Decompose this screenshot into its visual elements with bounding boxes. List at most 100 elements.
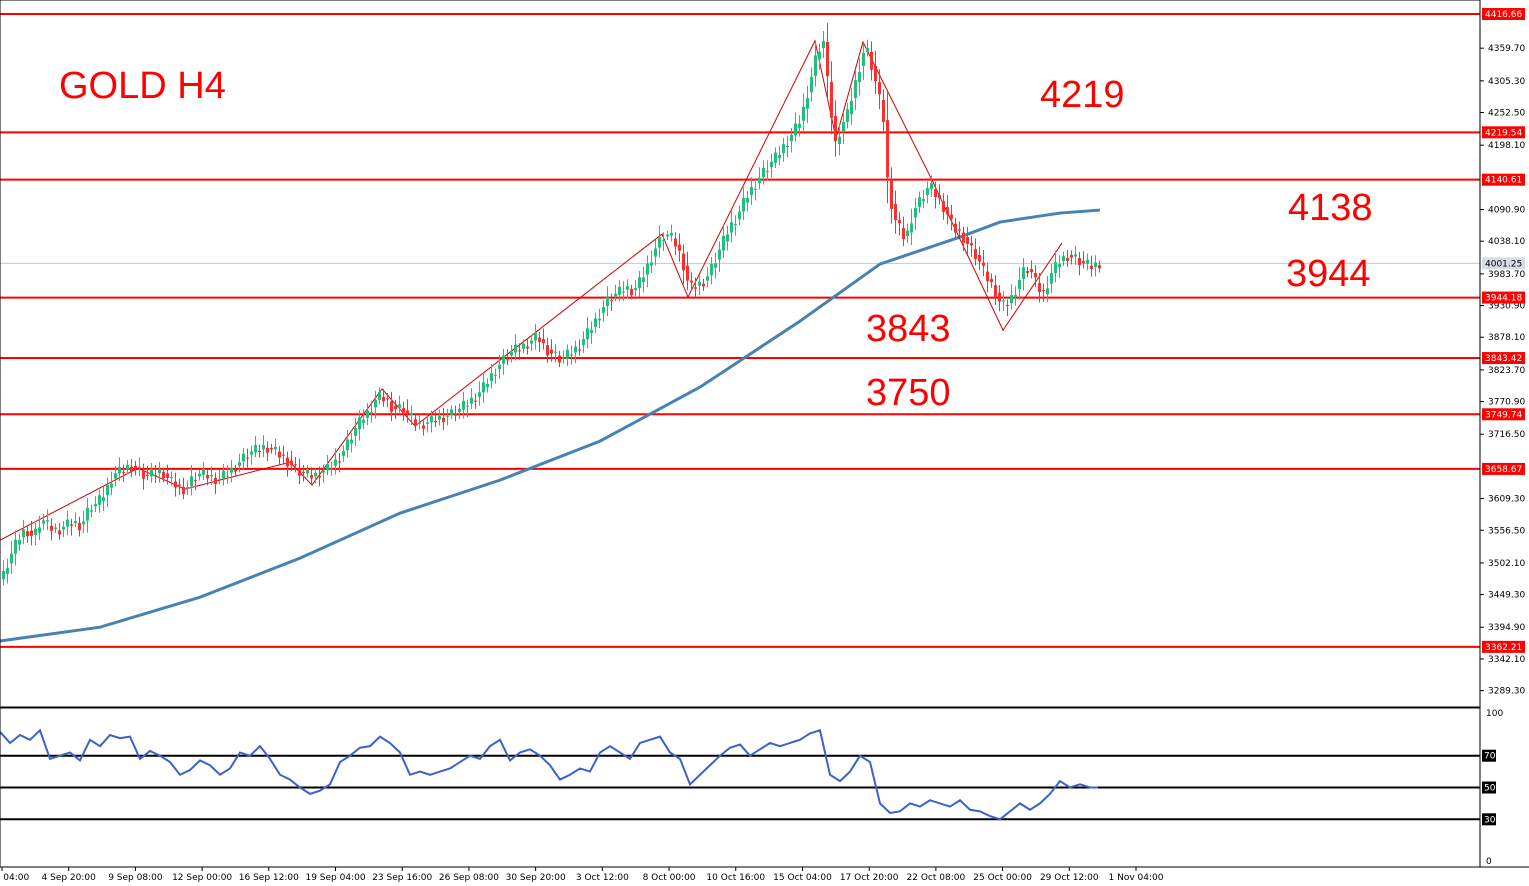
candle-body [842,122,845,133]
candle-body [666,234,669,237]
candle-body [886,120,889,178]
candle-body [214,477,217,485]
candle-body [546,345,549,356]
candle-body [582,339,585,346]
candle-body [562,357,565,359]
price-panel-frame [0,0,1481,708]
candle-body [830,82,833,118]
candle-body [30,530,33,536]
candle-body [58,530,61,535]
time-tick-label: 2 Sep 04:00 [0,873,29,883]
price-tick-label: 4038.10 [1488,237,1525,247]
candle-body [142,470,145,479]
level-tag [1482,8,1525,21]
candle-body [1002,300,1005,302]
candle-body [326,464,329,471]
candle-body [22,529,25,538]
candle-body [494,374,497,376]
time-tick-label: 29 Oct 12:00 [1040,873,1099,883]
candle-body [1082,261,1085,264]
annotation-3944: 3944 [1286,253,1371,295]
candle-body [994,285,997,298]
moving-average-line [0,208,1101,643]
candle-body [726,234,729,242]
candle-body [386,398,389,400]
candle-body [210,475,213,477]
annotation-3750: 3750 [866,372,951,414]
candle-body [78,522,81,531]
level-tag [1482,408,1525,421]
candle-body [322,470,325,473]
candle-body [950,214,953,219]
candle-body [986,271,989,281]
candle-body [1090,265,1093,269]
candle-body [722,235,725,251]
candle-body [618,286,621,295]
candle-body [394,405,397,410]
candle-body [286,457,289,467]
candle-body [914,208,917,218]
candle-body [126,464,129,470]
rsi-level-tag-label: 70 [1484,752,1496,762]
candle-body [766,171,769,173]
candle-body [310,474,313,479]
candle-body [54,527,57,529]
candle-body [362,419,365,424]
candle-body [14,539,17,554]
candle-body [426,422,429,424]
candle-body [294,464,297,466]
candle-body [1078,258,1081,265]
candle-body [770,161,773,168]
candle-body [686,265,689,281]
candle-body [586,328,589,340]
candle-body [70,524,73,526]
rsi-level-tag-label: 50 [1484,784,1496,794]
candle-body [850,100,853,115]
level-tag-label: 4219.54 [1485,128,1522,138]
level-tag [1482,462,1525,475]
price-tick-label: 4305.30 [1488,77,1525,87]
candle-body [746,197,749,203]
rsi-level-tag-label: 30 [1484,815,1496,825]
candle-body [998,292,1001,302]
candle-body [382,396,385,402]
candle-body [874,66,877,82]
candle-body [758,178,761,184]
candle-body [230,467,233,473]
candle-body [162,471,165,479]
time-tick-label: 1 Nov 04:00 [1109,873,1164,883]
candle-body [470,397,473,404]
candle-body [166,473,169,478]
candle-body [710,263,713,276]
candle-body [802,106,805,121]
candle-body [962,232,965,243]
candle-body [674,238,677,247]
candle-body [438,415,441,420]
candle-body [422,425,425,429]
candle-body [754,188,757,190]
candle-body [42,520,45,524]
candle-body [118,467,121,474]
candle-body [82,521,85,525]
candle-body [1094,262,1097,268]
candle-body [110,483,113,488]
candle-body [218,478,221,480]
price-tick-label: 4198.10 [1488,141,1525,151]
candle-body [450,409,453,415]
candle-body [594,318,597,328]
price-tick-label: 3716.50 [1488,430,1525,440]
time-tick-label: 23 Sep 16:00 [372,873,432,883]
level-tag-label: 4416.66 [1485,10,1522,20]
price-tick-label: 3289.30 [1488,687,1525,697]
price-axis: 4359.70 4305.30 4252.50 4198.10 4090.90 4038.… [1480,8,1525,697]
candle-body [182,486,185,495]
level-tag-label: 3362.21 [1485,643,1522,653]
candle-body [958,229,961,231]
candle-body [442,417,445,423]
candle-body [374,399,377,408]
candle-body [750,187,753,196]
time-tick-label: 30 Sep 20:00 [506,873,566,883]
time-tick-label: 25 Oct 00:00 [973,873,1032,883]
candle-body [882,100,885,122]
